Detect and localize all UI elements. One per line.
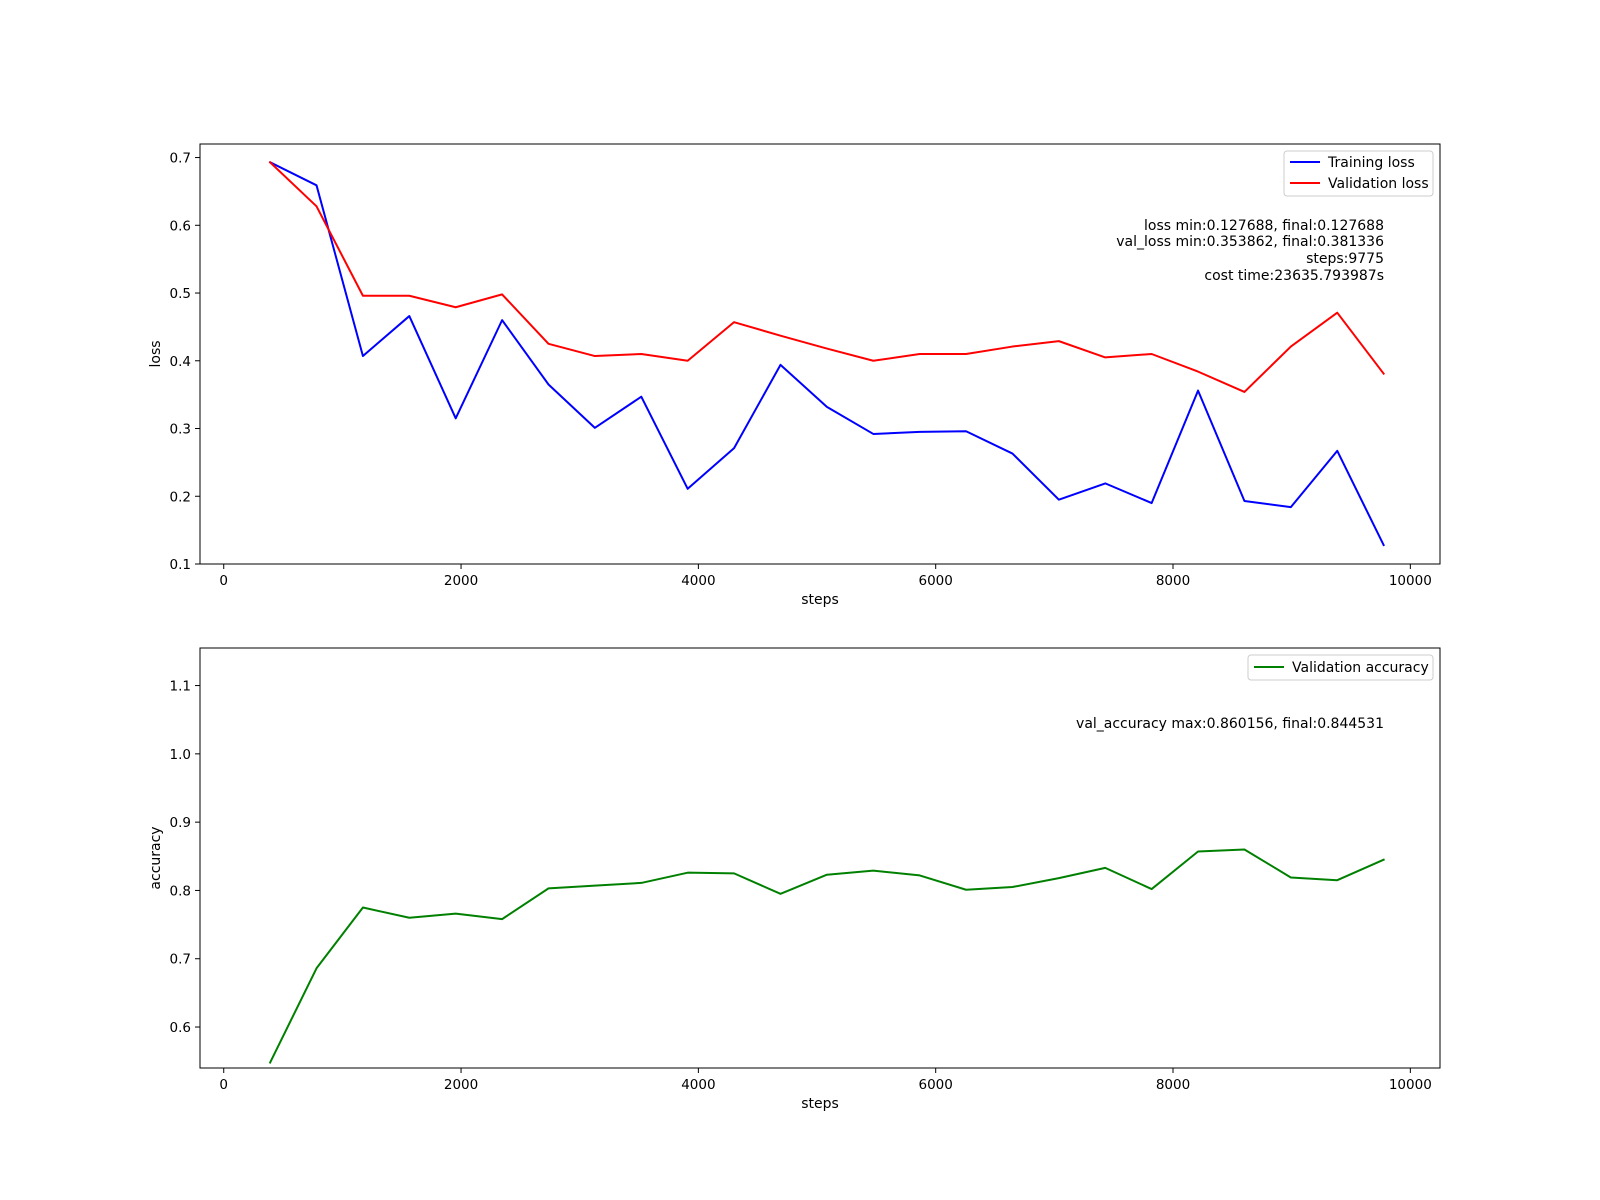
accuracy-ticks-layer: 0 2000 4000 6000 8000 10000 0.6 0.7 0.8 0.9 1.0 1.1 xyxy=(170,679,1432,1093)
loss-annotation-loss: loss min:0.127688, final:0.127688 xyxy=(1144,218,1384,234)
loss-y-tick-label: 0.2 xyxy=(170,489,191,505)
loss-axes-frame xyxy=(199,143,1441,565)
loss-y-tick-label: 0.3 xyxy=(170,422,191,438)
accuracy-x-tick-label: 10000 xyxy=(1389,1077,1432,1093)
accuracy-y-tick-label: 0.9 xyxy=(170,815,191,831)
series-line-validation-accuracy xyxy=(268,848,1385,1064)
loss-y-tick-label: 0.5 xyxy=(170,286,191,302)
loss-annotations: loss min:0.127688, final:0.127688 val_lo… xyxy=(1116,218,1384,284)
accuracy-axes-frame xyxy=(199,647,1441,1069)
loss-annotation-val-loss: val_loss min:0.353862, final:0.381336 xyxy=(1116,234,1384,250)
accuracy-y-tick-label: 0.6 xyxy=(170,1020,191,1036)
loss-annotation-steps: steps:9775 xyxy=(1306,251,1384,267)
loss-y-tick-label: 0.4 xyxy=(170,354,191,370)
series-line-validation-loss xyxy=(268,160,1386,393)
legend-label-training-loss: Training loss xyxy=(1327,155,1415,171)
legend-label-validation-accuracy: Validation accuracy xyxy=(1292,660,1429,676)
loss-y-tick-label: 0.1 xyxy=(170,557,191,573)
accuracy-y-tick-label: 0.8 xyxy=(170,883,191,899)
loss-y-tick-label: 0.7 xyxy=(170,151,191,167)
loss-x-tick-label: 8000 xyxy=(1156,573,1190,589)
accuracy-x-axis-label: steps xyxy=(801,1096,839,1112)
loss-annotation-cost-time: cost time:23635.793987s xyxy=(1204,268,1384,284)
loss-ticks-layer: 0 2000 4000 6000 8000 10000 0.1 0.2 0.3 0.4 0.5 0.6… xyxy=(170,151,1432,589)
accuracy-y-tick-label: 1.0 xyxy=(170,747,191,763)
accuracy-x-tick-label: 4000 xyxy=(681,1077,715,1093)
loss-x-tick-label: 4000 xyxy=(681,573,715,589)
accuracy-x-tick-label: 0 xyxy=(219,1077,228,1093)
accuracy-y-axis-label: accuracy xyxy=(148,826,164,889)
accuracy-annotation-val-accuracy: val_accuracy max:0.860156, final:0.84453… xyxy=(1076,716,1384,732)
accuracy-annotations: val_accuracy max:0.860156, final:0.84453… xyxy=(1076,716,1384,732)
accuracy-x-tick-label: 8000 xyxy=(1156,1077,1190,1093)
loss-x-tick-label: 0 xyxy=(219,573,228,589)
loss-x-axis-label: steps xyxy=(801,592,839,608)
accuracy-legend-box xyxy=(1247,654,1434,681)
series-line-training-loss xyxy=(268,160,1385,547)
accuracy-legend: Validation accuracy xyxy=(1247,654,1434,681)
loss-series-layer xyxy=(268,160,1386,547)
loss-y-axis-label: loss xyxy=(148,340,164,367)
loss-legend: Training loss Validation loss xyxy=(1283,150,1434,197)
accuracy-series-layer xyxy=(268,848,1385,1064)
accuracy-x-tick-label: 2000 xyxy=(444,1077,478,1093)
loss-panel: 0 2000 4000 6000 8000 10000 0.1 0.2 0.3 0.4 0.5 0.6… xyxy=(148,143,1441,608)
accuracy-x-tick-label: 6000 xyxy=(919,1077,953,1093)
loss-y-tick-label: 0.6 xyxy=(170,218,191,234)
loss-x-tick-label: 10000 xyxy=(1389,573,1432,589)
accuracy-panel: 0 2000 4000 6000 8000 10000 0.6 0.7 0.8 0.9 1.0 1.1… xyxy=(148,647,1441,1112)
accuracy-y-tick-label: 0.7 xyxy=(170,952,191,968)
accuracy-y-tick-label: 1.1 xyxy=(170,679,191,695)
loss-legend-box xyxy=(1283,150,1434,197)
legend-label-validation-loss: Validation loss xyxy=(1328,176,1429,192)
loss-x-tick-label: 2000 xyxy=(444,573,478,589)
loss-x-tick-label: 6000 xyxy=(919,573,953,589)
